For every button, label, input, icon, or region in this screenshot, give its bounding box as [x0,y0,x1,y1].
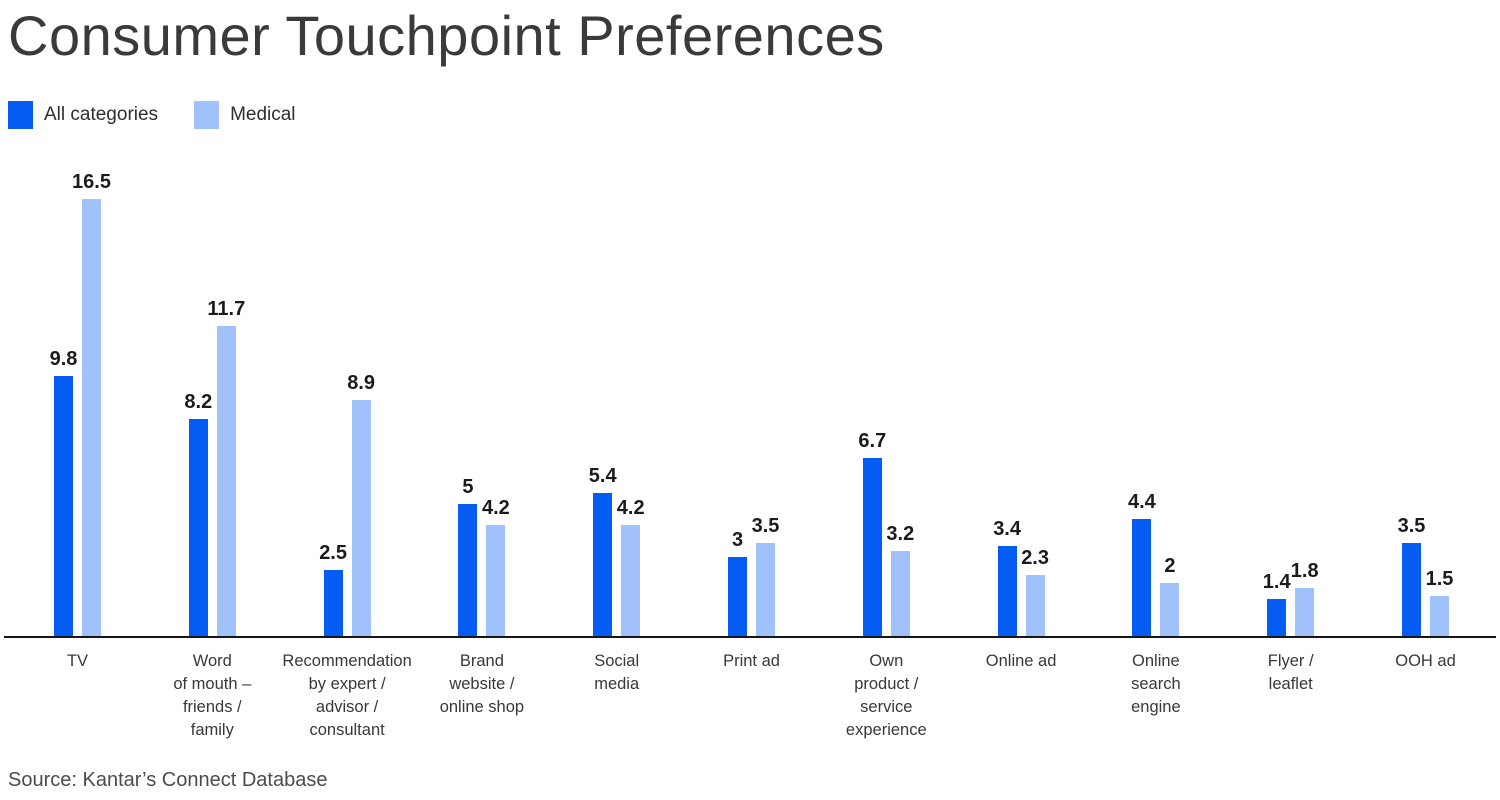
legend-item-label: All categories [44,104,159,125]
bar-all-categories [593,492,613,636]
bar-group: 5 4.2 [458,475,510,636]
bar-group: 5.4 4.2 [589,465,645,636]
value-label: 1.4 [1262,570,1291,593]
category-label: Word of mouth – friends / family [173,652,252,739]
bar-group: 3.4 2.3 [993,518,1049,636]
bar-all-categories [54,376,73,636]
legend: All categories Medical [8,101,296,129]
legend-item-label: Medical [230,104,296,125]
value-label: 5.4 [588,464,617,487]
bar-medical [82,198,101,636]
value-label: 3.5 [1397,515,1426,538]
bar-group: 9.8 16.5 [50,171,111,636]
value-label: 1.8 [1290,560,1319,583]
bar-all-categories [188,418,208,636]
bar-column-all-categories: 5.4 [589,465,617,636]
bar-medical [890,551,910,636]
legend-item-1: Medical [194,101,296,129]
bar-group: 1.4 1.8 [1263,560,1319,636]
bar-column-medical: 1.5 [1426,568,1453,636]
bar-column-medical: 4.2 [482,497,510,636]
bar-column-all-categories: 8.2 [184,391,212,636]
bar-all-categories [1402,543,1421,636]
category-label: Online ad [985,652,1057,670]
bar-column-all-categories: 3.5 [1398,515,1425,636]
value-label: 2.5 [319,541,347,564]
bar-all-categories [1132,519,1152,636]
bar-column-all-categories: 4.4 [1128,491,1156,636]
category-label: Print ad [723,652,780,670]
value-label: 3.4 [993,517,1021,540]
category-label: Social media [594,652,640,693]
bar-column-medical: 16.5 [72,171,111,636]
bar-group: 2.5 8.9 [319,372,375,636]
bar-medical [486,524,506,636]
legend-item-0: All categories [8,101,158,129]
value-label: 5 [462,475,474,498]
page-title: Consumer Touchpoint Preferences [8,4,885,67]
bar-medical [1430,596,1449,636]
bar-column-medical: 3.2 [886,523,914,636]
category-label: TV [66,652,89,670]
bar-all-categories [323,569,343,636]
bar-column-all-categories: 2.5 [319,542,347,636]
bar-column-medical: 3.5 [752,515,779,636]
legend-swatch-icon [194,101,220,129]
bar-column-all-categories: 3.4 [993,518,1021,636]
bar-column-all-categories: 5 [458,475,478,636]
value-label: 2.3 [1021,547,1049,570]
category-label: OOH ad [1395,652,1456,670]
bar-column-medical: 8.9 [347,372,375,636]
bar-all-categories [1267,598,1287,636]
source-note: Source: Kantar’s Connect Database [8,769,328,791]
bar-medical [1025,575,1045,636]
bar-group: 6.7 3.2 [858,430,914,636]
category-label: Recommendation by expert / advisor / con… [282,652,412,739]
bar-column-all-categories: 6.7 [858,430,886,636]
bar-group: 3.5 1.5 [1398,515,1453,636]
category-label: Online search engine [1131,652,1181,716]
value-label: 4.4 [1127,491,1156,514]
bar-column-medical: 11.7 [207,298,245,636]
bar-medical [1160,583,1180,636]
bar-all-categories [997,545,1017,636]
value-label: 9.8 [49,348,78,371]
plot-area: 9.8 16.5 8.2 11.7 2.5 8.9 5 4.2 5.4 4.2 3 3.5 6.7 3.2… [4,150,1496,638]
value-label: 3.5 [751,515,780,538]
legend-swatch-icon [8,101,33,129]
bar-column-all-categories: 3 [728,528,747,636]
value-label: 6.7 [858,430,887,453]
bar-all-categories [862,458,882,636]
bar-column-medical: 2.3 [1021,547,1049,636]
value-label: 8.2 [184,390,213,413]
bar-column-all-categories: 1.4 [1263,571,1291,636]
value-label: 1.5 [1425,568,1454,591]
bar-group: 8.2 11.7 [184,298,245,636]
value-label: 3.2 [886,523,915,546]
bar-group: 4.4 2 [1128,491,1180,636]
bar-medical [756,543,775,636]
category-label: Flyer / leaflet [1267,652,1314,693]
value-label: 4.2 [616,496,645,519]
value-label: 2 [1164,555,1176,577]
value-label: 4.2 [481,496,510,519]
bar-medical [216,325,236,636]
value-label: 16.5 [72,170,111,193]
bar-column-medical: 2 [1160,555,1180,636]
bar-column-medical: 1.8 [1291,560,1319,636]
bar-all-categories [728,556,747,636]
category-label: Own product / service experience [845,652,927,739]
value-label: 3 [731,528,744,551]
bar-medical [1295,588,1315,636]
bar-medical [351,400,371,636]
bar-column-medical: 4.2 [617,497,645,636]
bar-column-all-categories: 9.8 [50,348,77,636]
bar-medical [621,524,641,636]
bar-all-categories [458,503,478,636]
value-label: 11.7 [207,297,246,320]
value-label: 8.9 [347,372,375,395]
category-label: Brand website / online shop [439,652,525,716]
bar-group: 3 3.5 [728,515,779,636]
